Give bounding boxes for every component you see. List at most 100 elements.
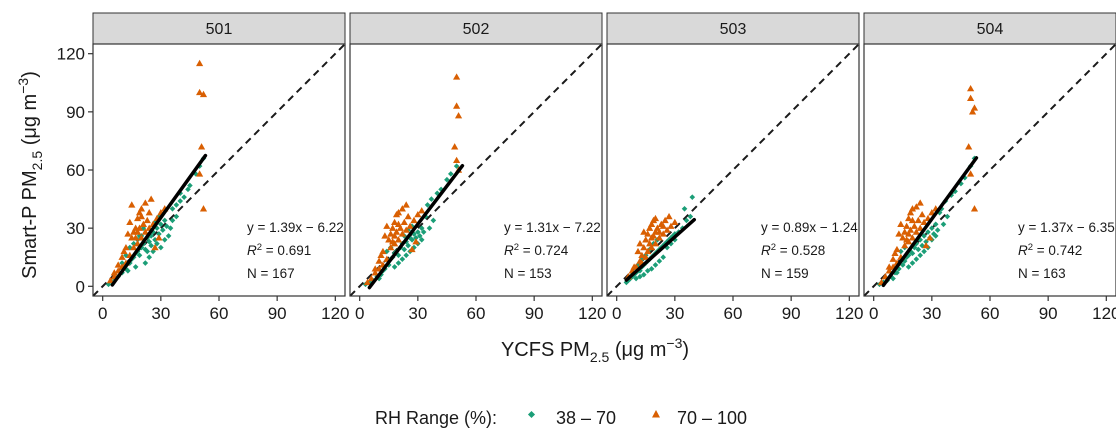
point-38-70 — [689, 194, 696, 200]
point-38-70 — [913, 256, 920, 262]
point-38-70 — [648, 266, 655, 272]
y-tick-label: 120 — [57, 45, 85, 64]
point-70-100 — [402, 201, 410, 208]
point-38-70 — [169, 205, 176, 212]
x-tick-label: 30 — [408, 304, 427, 323]
point-38-70 — [158, 244, 164, 251]
point-70-100 — [644, 230, 652, 237]
point-38-70 — [905, 264, 912, 270]
point-70-100 — [106, 276, 115, 284]
point-70-100 — [968, 108, 977, 115]
point-70-100 — [381, 232, 389, 239]
point-70-100 — [143, 216, 151, 224]
point-70-100 — [903, 222, 911, 229]
r-squared-symbol: R — [761, 243, 771, 258]
point-38-70 — [401, 246, 408, 253]
point-70-100 — [644, 247, 652, 255]
regression-line — [367, 163, 465, 290]
point-38-70 — [666, 236, 672, 243]
point-70-100 — [453, 102, 461, 109]
point-70-100 — [137, 212, 146, 220]
point-70-100 — [665, 212, 673, 220]
point-38-70 — [921, 233, 927, 239]
point-70-100 — [404, 212, 412, 220]
point-38-70 — [929, 225, 935, 231]
sample-count: N = 159 — [761, 266, 809, 281]
point-70-100 — [453, 73, 461, 80]
regression-line — [881, 156, 979, 288]
point-38-70 — [944, 213, 951, 220]
x-tick-label: 120 — [1092, 304, 1116, 323]
point-70-100 — [141, 228, 149, 235]
x-axis-title-main: YCFS PM — [501, 339, 590, 361]
point-70-100 — [147, 195, 155, 202]
point-38-70 — [415, 229, 421, 235]
point-38-70 — [125, 268, 131, 274]
point-70-100 — [914, 216, 922, 224]
point-70-100 — [920, 218, 928, 226]
facet-strip-label: 503 — [720, 21, 747, 38]
point-70-100 — [141, 199, 149, 206]
point-38-70 — [668, 240, 674, 247]
point-38-70 — [940, 221, 947, 228]
point-70-100 — [412, 238, 420, 245]
point-70-100 — [377, 251, 385, 258]
y-axis-title-main: Smart-P PM — [19, 170, 41, 279]
fit-equation: y = 1.39x − 6.22 — [247, 220, 344, 235]
point-70-100 — [967, 94, 975, 101]
point-70-100 — [891, 249, 899, 257]
point-38-70 — [177, 198, 184, 204]
point-38-70 — [644, 268, 651, 274]
point-38-70 — [898, 248, 904, 255]
point-70-100 — [904, 230, 913, 237]
point-38-70 — [144, 248, 151, 255]
point-38-70 — [958, 180, 964, 187]
point-70-100 — [418, 207, 426, 214]
fit-equation: y = 1.37x − 6.35 — [1018, 220, 1115, 235]
r-squared-symbol: R — [247, 243, 257, 258]
point-38-70 — [909, 250, 916, 257]
r-squared-symbol: R — [1018, 243, 1028, 258]
x-axis-title: YCFS PM2.5 (μg m−3) — [501, 335, 689, 365]
point-38-70 — [146, 238, 153, 245]
panel-504: 504 y = 1.37x − 6.35 R2 = 0.742 N = 163 0 30 6… — [863, 12, 1116, 323]
point-70-100 — [918, 210, 926, 218]
point-38-70 — [911, 244, 918, 251]
point-38-70 — [163, 223, 170, 230]
point-70-100 — [451, 143, 459, 150]
point-38-70 — [167, 225, 174, 231]
plot-marks — [607, 44, 859, 296]
point-70-100 — [410, 216, 418, 224]
regression-line — [624, 217, 696, 282]
point-70-100 — [908, 216, 917, 224]
point-70-100 — [906, 226, 915, 233]
point-38-70 — [165, 233, 172, 239]
x-tick-label: 0 — [869, 304, 878, 323]
point-38-70 — [687, 213, 694, 220]
point-70-100 — [454, 112, 463, 119]
point-38-70 — [376, 275, 382, 282]
point-70-100 — [453, 156, 461, 164]
plot-marks — [93, 44, 345, 296]
facet-strip-label: 504 — [977, 21, 1004, 38]
point-70-100 — [394, 209, 403, 216]
point-70-100 — [659, 222, 667, 229]
r-squared: R2 = 0.528 — [761, 242, 825, 258]
panel-502: 502 y = 1.31x − 7.22 R2 = 0.724 N = 153 0 30 6… — [349, 12, 606, 323]
point-38-70 — [173, 202, 180, 208]
point-38-70 — [418, 236, 425, 243]
x-tick-label: 0 — [98, 304, 107, 323]
point-70-100 — [651, 240, 660, 247]
point-38-70 — [136, 233, 143, 239]
sample-count: N = 163 — [1018, 266, 1066, 281]
point-70-100 — [199, 205, 208, 212]
point-38-70 — [641, 271, 647, 278]
x-axis-title-unit-sup: −3 — [666, 335, 682, 351]
point-38-70 — [391, 264, 398, 270]
point-70-100 — [904, 214, 913, 222]
point-38-70 — [894, 269, 900, 276]
point-38-70 — [156, 231, 162, 237]
point-70-100 — [646, 240, 654, 247]
point-70-100 — [408, 245, 416, 253]
